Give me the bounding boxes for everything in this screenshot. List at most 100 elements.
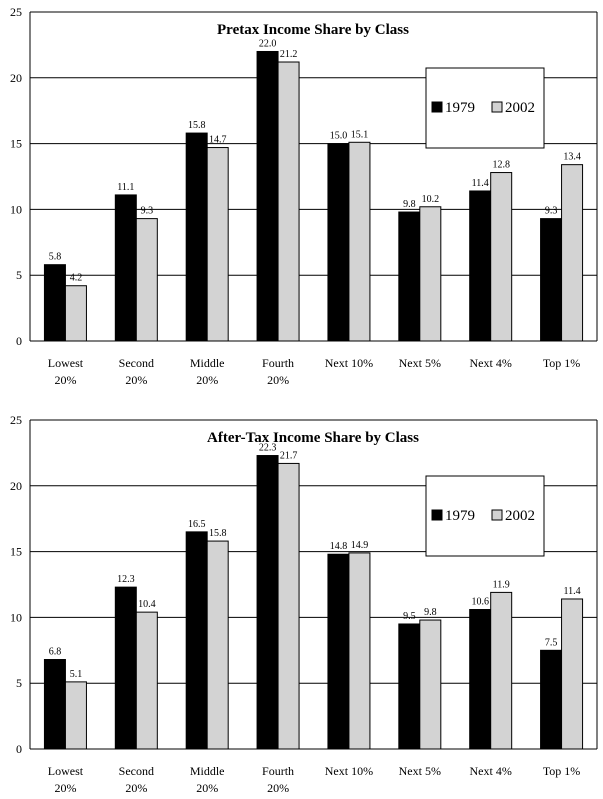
data-label: 15.1 <box>351 129 369 140</box>
y-tick-label: 5 <box>16 676 22 690</box>
bar-2002 <box>490 591 513 750</box>
bar-1979 <box>327 143 350 342</box>
x-tick-label: Top 1% <box>543 764 581 778</box>
y-tick-label: 10 <box>10 202 22 216</box>
bar-1979 <box>540 649 563 750</box>
data-label: 9.3 <box>545 206 558 217</box>
data-label: 9.8 <box>403 199 416 210</box>
bar-1979 <box>398 623 421 750</box>
data-label: 5.8 <box>49 252 62 263</box>
legend-label-2002: 2002 <box>505 100 535 116</box>
bar-1979 <box>398 211 421 342</box>
y-tick-label: 10 <box>10 610 22 624</box>
x-tick-label: Fourth <box>262 356 294 370</box>
bar-2002 <box>419 206 442 342</box>
x-tick-label: 20% <box>125 781 147 795</box>
y-tick-label: 20 <box>10 479 22 493</box>
bar-1979 <box>43 659 66 750</box>
data-label: 6.8 <box>49 647 62 658</box>
bar-1979 <box>114 194 137 342</box>
data-label: 16.5 <box>188 519 206 530</box>
data-label: 15.8 <box>209 528 227 539</box>
x-tick-label: Middle <box>190 764 225 778</box>
data-label: 14.9 <box>351 540 369 551</box>
bar-1979 <box>540 218 563 342</box>
bar-2002 <box>561 164 584 342</box>
chart-title: After-Tax Income Share by Class <box>207 430 419 446</box>
bar-1979 <box>327 553 350 750</box>
data-label: 14.8 <box>330 541 348 552</box>
data-label: 11.1 <box>117 182 134 193</box>
data-label: 4.2 <box>70 273 83 284</box>
data-label: 21.7 <box>280 450 298 461</box>
legend-swatch-2002 <box>491 509 503 521</box>
x-tick-label: Top 1% <box>543 356 581 370</box>
legend-swatch-2002 <box>491 101 503 113</box>
data-label: 9.3 <box>141 206 154 217</box>
data-label: 10.6 <box>471 597 489 608</box>
bar-1979 <box>185 531 208 750</box>
bar-2002 <box>277 462 300 750</box>
chart-title: Pretax Income Share by Class <box>217 22 409 38</box>
legend-box <box>425 67 545 149</box>
data-label: 15.8 <box>188 120 206 131</box>
data-label: 11.9 <box>493 579 510 590</box>
data-label: 11.4 <box>563 586 580 597</box>
x-tick-label: Next 5% <box>399 356 441 370</box>
bar-2002 <box>206 147 229 342</box>
data-label: 12.3 <box>117 574 135 585</box>
x-tick-label: 20% <box>125 373 147 387</box>
x-tick-label: Lowest <box>48 764 84 778</box>
x-tick-label: 20% <box>54 373 76 387</box>
y-tick-label: 25 <box>10 5 22 19</box>
legend-swatch-1979 <box>431 101 443 113</box>
data-label: 11.4 <box>472 178 489 189</box>
y-tick-label: 20 <box>10 71 22 85</box>
y-tick-label: 15 <box>10 545 22 559</box>
bar-1979 <box>256 455 279 750</box>
bar-2002 <box>561 598 584 750</box>
legend-label-1979: 1979 <box>445 100 475 116</box>
chart-panel-2: 0 5 10 15 20 25 6.8 5.1 Lowest 20% 12.3 10.4 Second 2… <box>10 413 598 795</box>
y-tick-label: 25 <box>10 413 22 427</box>
chart-panel-1: 0 5 10 15 20 25 5.8 4.2 Lowest 20% 11.1 9.3 Second 20… <box>10 5 598 387</box>
x-tick-label: Next 5% <box>399 764 441 778</box>
data-label: 5.1 <box>70 669 83 680</box>
x-tick-label: Next 4% <box>470 356 512 370</box>
data-label: 22.0 <box>259 38 277 49</box>
data-label: 9.8 <box>424 607 437 618</box>
bar-1979 <box>114 586 137 750</box>
bar-1979 <box>43 264 66 342</box>
x-tick-label: 20% <box>196 781 218 795</box>
data-label: 22.3 <box>259 443 277 454</box>
legend-swatch-1979 <box>431 509 443 521</box>
bar-2002 <box>348 141 371 342</box>
y-tick-label: 15 <box>10 137 22 151</box>
bar-2002 <box>206 540 229 750</box>
bar-2002 <box>135 218 158 342</box>
data-label: 9.5 <box>403 611 416 622</box>
bar-2002 <box>490 172 513 342</box>
x-tick-label: Middle <box>190 356 225 370</box>
x-tick-label: 20% <box>267 781 289 795</box>
bar-1979 <box>185 132 208 342</box>
data-label: 12.8 <box>492 160 510 171</box>
bar-1979 <box>469 609 492 750</box>
data-label: 13.4 <box>563 152 581 163</box>
bar-2002 <box>419 619 442 750</box>
data-label: 14.7 <box>209 135 227 146</box>
y-tick-label: 5 <box>16 268 22 282</box>
bar-2002 <box>277 61 300 342</box>
x-tick-label: Lowest <box>48 356 84 370</box>
bar-2002 <box>64 285 87 342</box>
x-tick-label: 20% <box>196 373 218 387</box>
data-label: 10.4 <box>138 599 156 610</box>
x-tick-label: Next 10% <box>325 764 373 778</box>
x-tick-label: Next 4% <box>470 764 512 778</box>
data-label: 15.0 <box>330 131 348 142</box>
legend-label-1979: 1979 <box>445 508 475 524</box>
x-tick-label: 20% <box>54 781 76 795</box>
data-label: 10.2 <box>422 194 440 205</box>
data-label: 21.2 <box>280 49 298 60</box>
